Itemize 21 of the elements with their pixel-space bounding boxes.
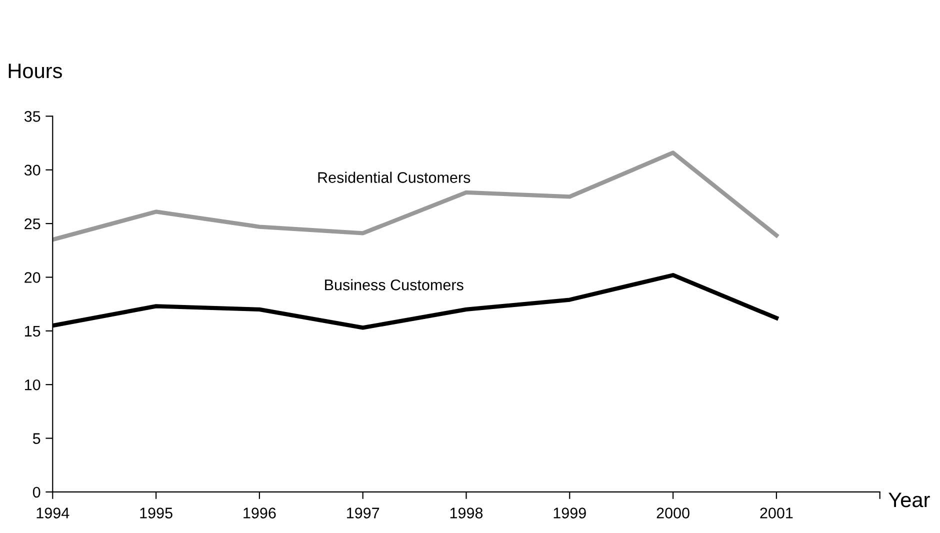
x-axis-title: Year bbox=[888, 492, 930, 508]
y-tick-label: 30 bbox=[24, 164, 40, 176]
y-tick-label: 0 bbox=[32, 486, 40, 498]
y-tick-label: 15 bbox=[25, 326, 40, 337]
x-tick-label: 2001 bbox=[760, 508, 793, 518]
x-tick-label: 1996 bbox=[244, 508, 276, 518]
y-tick-label: 20 bbox=[24, 272, 40, 283]
series-label: Business Customers bbox=[325, 279, 464, 290]
series-label: Residential Customers bbox=[318, 172, 470, 183]
y-tick-label: 10 bbox=[25, 379, 40, 390]
x-tick-label: 1998 bbox=[450, 508, 483, 518]
line-series bbox=[52, 150, 779, 242]
x-tick-label: 1995 bbox=[140, 508, 172, 518]
x-tick-label: 1994 bbox=[36, 508, 70, 518]
y-tick-label: 35 bbox=[24, 111, 40, 122]
x-tick-label: 1999 bbox=[554, 508, 586, 518]
y-tick-label: 5 bbox=[32, 433, 40, 444]
x-tick-label: 2000 bbox=[656, 508, 690, 518]
x-tick-label: 1997 bbox=[347, 508, 380, 518]
y-axis-title: Hours bbox=[8, 64, 62, 78]
y-tick-label: 25 bbox=[24, 218, 40, 230]
